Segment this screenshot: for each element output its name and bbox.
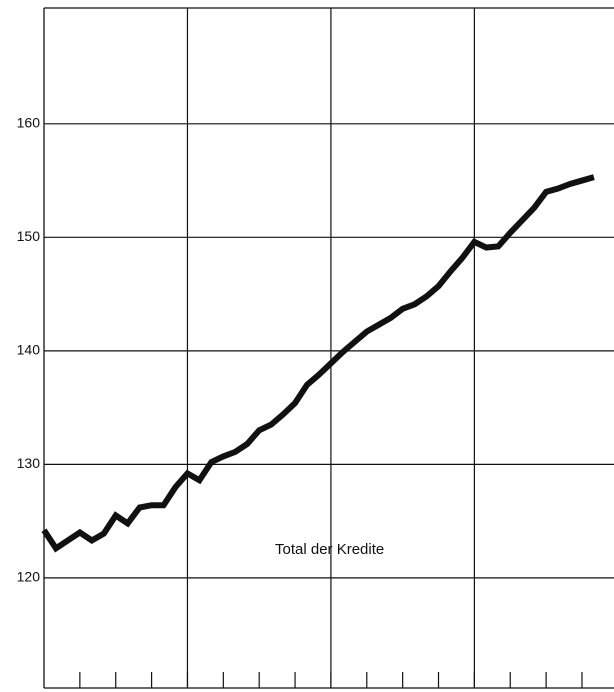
y-tick-label: 120 [17,569,41,585]
y-tick-label: 160 [17,114,41,130]
y-tick-label: 130 [17,455,41,471]
y-tick-label: 140 [17,342,41,358]
frame [43,7,614,689]
y-tick-label: 150 [17,228,41,244]
annotation: Total der Kredite [275,541,384,558]
data-line [41,174,595,553]
